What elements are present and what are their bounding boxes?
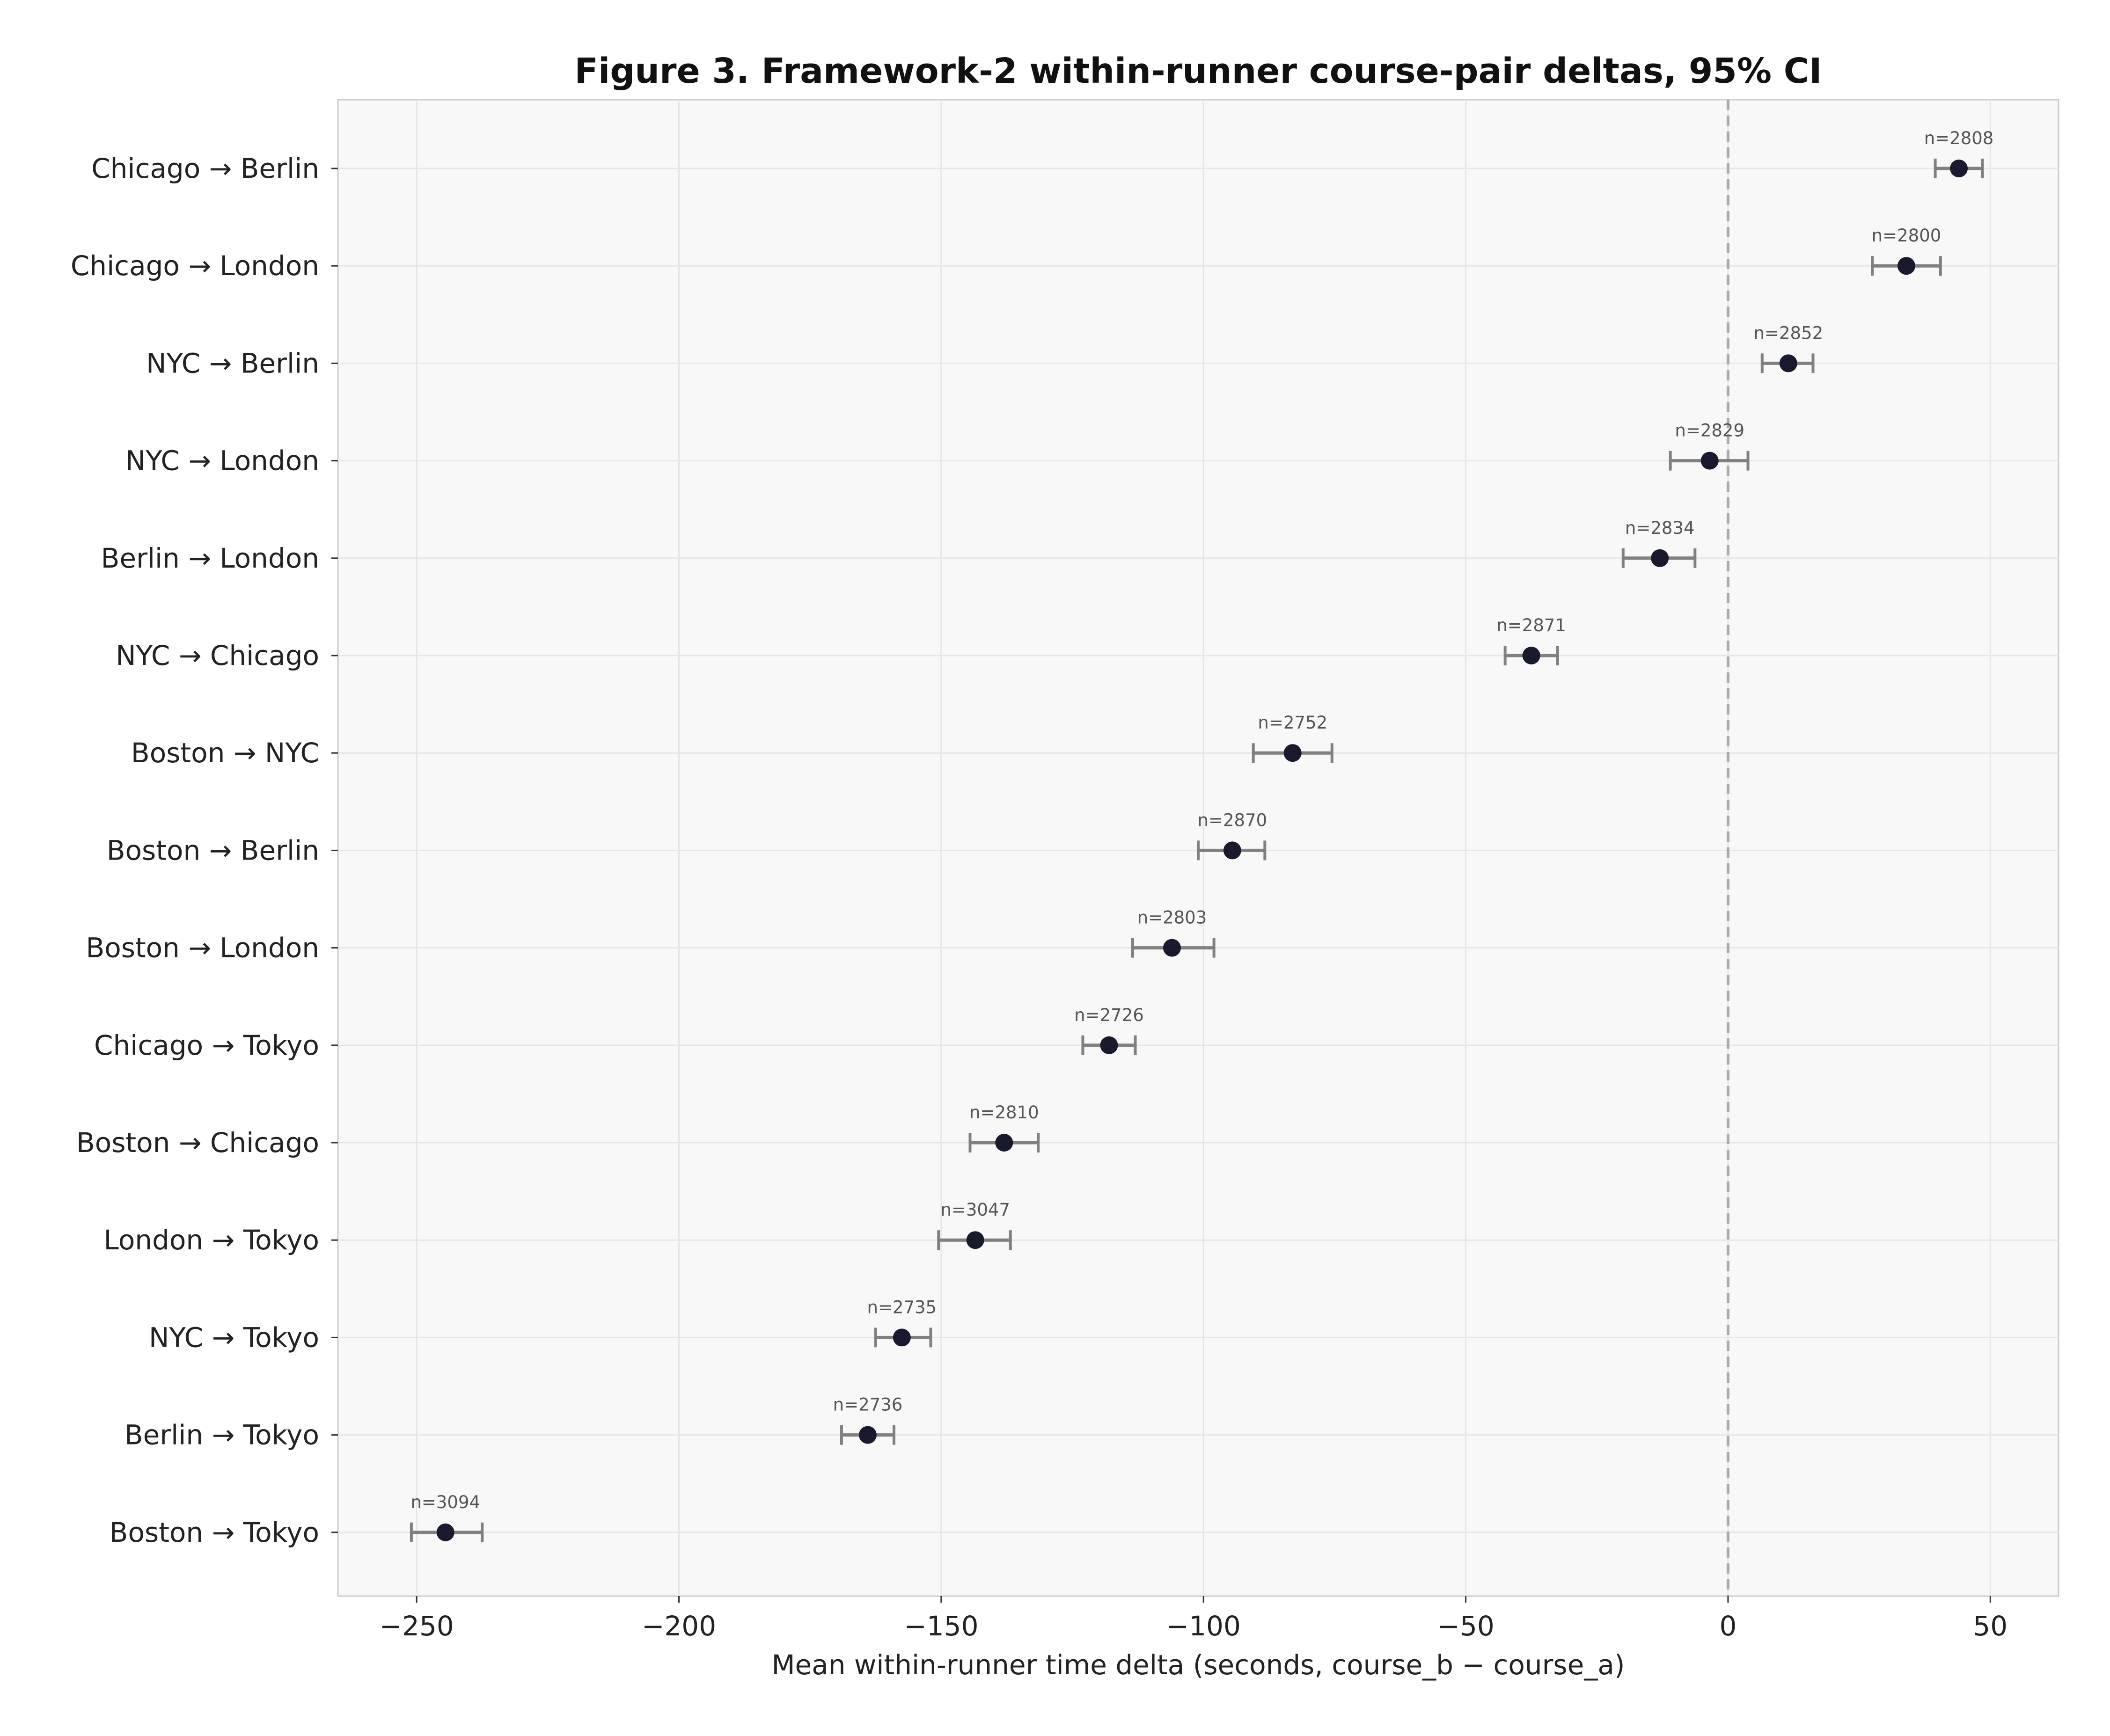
data-point xyxy=(893,1328,911,1347)
sample-size-label: n=2810 xyxy=(969,1102,1039,1123)
data-point xyxy=(1950,160,1968,177)
y-category-label: Berlin → Tokyo xyxy=(125,1419,319,1451)
sample-size-label: n=2803 xyxy=(1137,908,1207,928)
x-tick-label: −200 xyxy=(642,1610,716,1642)
x-tick-label: −150 xyxy=(904,1610,978,1642)
sample-size-label: n=2852 xyxy=(1754,323,1824,343)
data-point xyxy=(858,1426,877,1444)
sample-size-label: n=3047 xyxy=(940,1200,1010,1220)
y-category-label: Berlin → London xyxy=(101,542,319,574)
y-category-label: London → Tokyo xyxy=(104,1224,319,1256)
sample-size-label: n=2752 xyxy=(1258,713,1327,733)
sample-size-label: n=2870 xyxy=(1198,810,1267,830)
sample-size-label: n=2871 xyxy=(1496,615,1566,635)
x-tick-label: −100 xyxy=(1166,1610,1241,1642)
data-point xyxy=(1522,647,1540,664)
x-tick-label: 0 xyxy=(1719,1610,1736,1642)
data-point xyxy=(1779,354,1797,372)
y-category-label: Boston → NYC xyxy=(131,737,319,769)
x-tick-label: −250 xyxy=(379,1610,454,1642)
y-category-label: NYC → Chicago xyxy=(116,640,319,671)
sample-size-label: n=2726 xyxy=(1074,1005,1144,1025)
sample-size-label: n=2800 xyxy=(1872,226,1941,246)
y-category-label: Boston → Tokyo xyxy=(110,1517,319,1548)
y-axis: Chicago → Berlin Chicago → London NYC → Be… xyxy=(71,153,338,1548)
data-point xyxy=(1651,549,1669,567)
data-point xyxy=(1283,744,1302,762)
data-point xyxy=(1100,1036,1118,1054)
data-point xyxy=(436,1523,454,1541)
y-category-label: Chicago → Berlin xyxy=(91,153,319,184)
x-axis-title: Mean within-runner time delta (seconds, … xyxy=(771,1649,1625,1681)
sample-size-label: n=2736 xyxy=(833,1395,903,1415)
sample-size-label: n=2808 xyxy=(1924,128,1994,148)
y-category-label: NYC → Tokyo xyxy=(149,1321,319,1353)
y-category-label: Boston → London xyxy=(86,932,319,964)
sample-size-label: n=2829 xyxy=(1675,421,1744,441)
data-point xyxy=(966,1231,984,1249)
y-category-label: Boston → Berlin xyxy=(107,834,319,866)
x-axis: −250 −200 −150 −100 −50 0 50 xyxy=(379,1596,2007,1642)
y-category-label: Chicago → London xyxy=(71,250,319,282)
data-point xyxy=(1700,452,1719,470)
data-point xyxy=(1163,939,1181,957)
data-point xyxy=(1223,841,1241,860)
data-marks: n=2808 n=2800 n=2852 n=2829 n=2834 n=2871 n=27… xyxy=(410,128,1993,1542)
y-category-label: NYC → London xyxy=(125,445,319,477)
y-category-label: Chicago → Tokyo xyxy=(94,1029,319,1061)
x-tick-label: 50 xyxy=(1973,1610,2007,1642)
data-point xyxy=(1897,257,1915,275)
sample-size-label: n=2735 xyxy=(867,1297,937,1317)
x-tick-label: −50 xyxy=(1437,1610,1494,1642)
sample-size-label: n=2834 xyxy=(1625,518,1695,538)
data-point xyxy=(995,1134,1013,1152)
sample-size-label: n=3094 xyxy=(410,1492,480,1512)
chart-title: Figure 3. Framework-2 within-runner cour… xyxy=(574,51,1822,91)
y-category-label: Boston → Chicago xyxy=(76,1127,319,1159)
y-category-label: NYC → Berlin xyxy=(146,347,319,379)
